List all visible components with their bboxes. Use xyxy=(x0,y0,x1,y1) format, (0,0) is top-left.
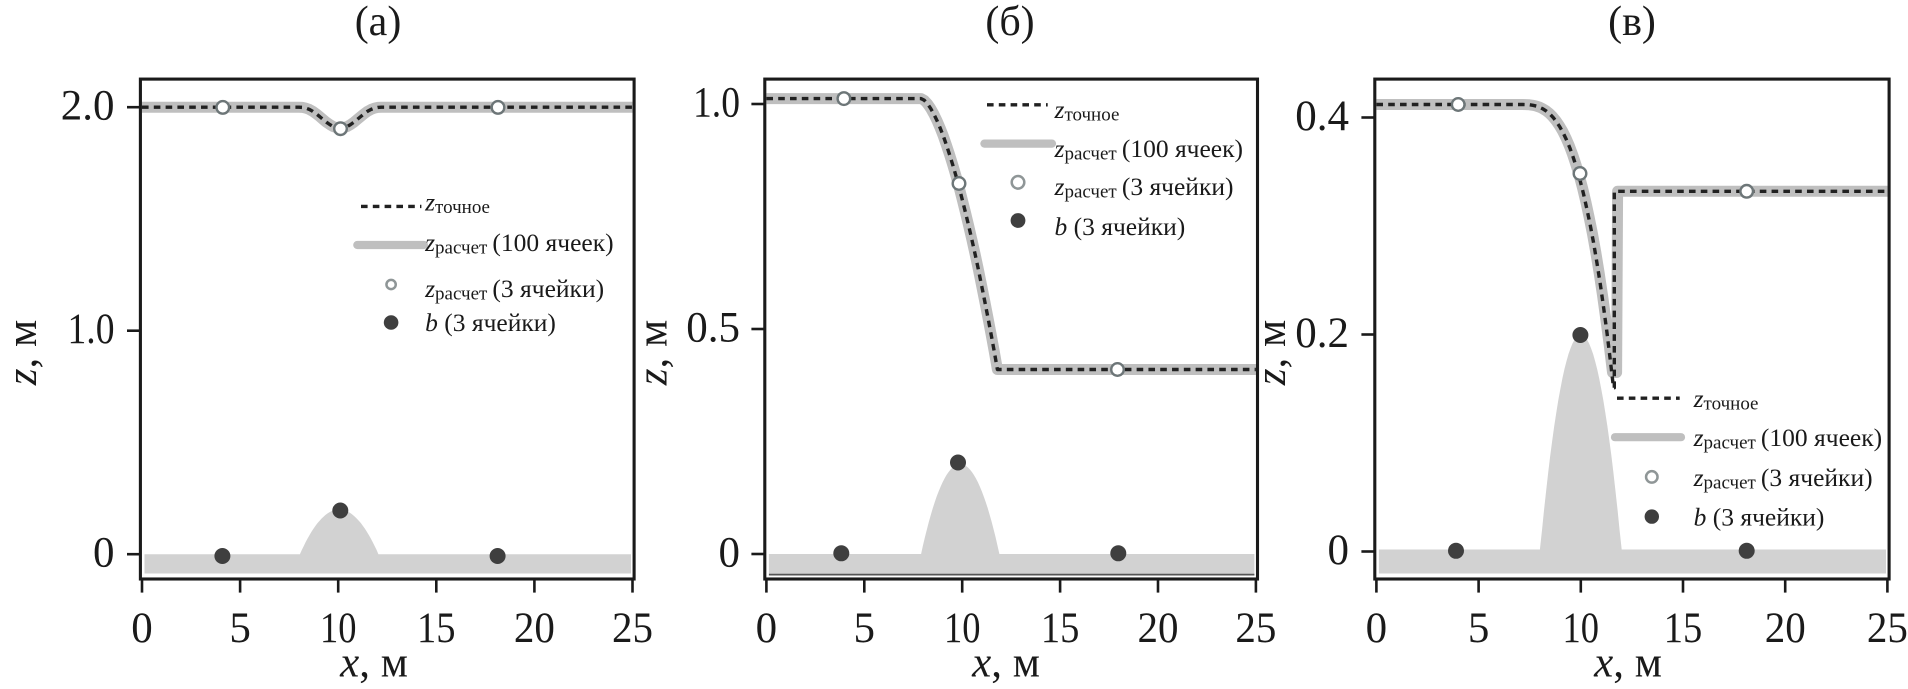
svg-text:z, м: z, м xyxy=(1248,320,1295,386)
svg-text:0.5: 0.5 xyxy=(686,305,740,352)
svg-text:10: 10 xyxy=(1563,605,1600,652)
svg-text:zрасчет (3 ячейки): zрасчет (3 ячейки) xyxy=(424,274,604,305)
svg-text:1.0: 1.0 xyxy=(693,80,740,127)
svg-text:zточное: zточное xyxy=(1054,95,1120,126)
svg-text:10: 10 xyxy=(944,605,981,652)
svg-text:b (3 ячейки): b (3 ячейки) xyxy=(1694,503,1825,532)
svg-text:20: 20 xyxy=(1138,605,1179,652)
svg-text:zточное: zточное xyxy=(1693,384,1759,415)
svg-text:0: 0 xyxy=(719,530,741,577)
svg-text:25: 25 xyxy=(1867,605,1908,652)
svg-text:b (3 ячейки): b (3 ячейки) xyxy=(425,308,556,337)
svg-text:z, м: z, м xyxy=(630,320,677,386)
svg-text:0: 0 xyxy=(1366,605,1388,652)
svg-text:15: 15 xyxy=(1664,605,1703,652)
svg-text:zрасчет (100 ячеек): zрасчет (100 ячеек) xyxy=(1054,134,1244,165)
svg-text:zточное: zточное xyxy=(424,188,490,219)
svg-text:zрасчет (100 ячеек): zрасчет (100 ячеек) xyxy=(424,228,614,259)
svg-text:10: 10 xyxy=(320,605,357,652)
svg-text:25: 25 xyxy=(612,605,653,652)
svg-text:(а): (а) xyxy=(355,0,402,45)
svg-text:20: 20 xyxy=(514,605,555,652)
svg-text:zрасчет (3 ячейки): zрасчет (3 ячейки) xyxy=(1054,172,1234,203)
svg-text:0: 0 xyxy=(1328,527,1350,574)
svg-text:5: 5 xyxy=(229,605,251,652)
svg-text:b (3 ячейки): b (3 ячейки) xyxy=(1055,212,1186,241)
svg-text:x, м: x, м xyxy=(971,640,1040,687)
svg-text:zрасчет (100 ячеек): zрасчет (100 ячеек) xyxy=(1693,423,1883,454)
svg-text:0: 0 xyxy=(93,530,115,577)
svg-text:0.4: 0.4 xyxy=(1295,93,1349,140)
svg-text:1.0: 1.0 xyxy=(68,306,115,353)
svg-text:(б): (б) xyxy=(985,0,1034,45)
svg-text:5: 5 xyxy=(1468,605,1490,652)
svg-text:(в): (в) xyxy=(1608,0,1656,45)
svg-text:0: 0 xyxy=(131,605,153,652)
svg-text:x, м: x, м xyxy=(339,640,408,687)
svg-text:zрасчет (3 ячейки): zрасчет (3 ячейки) xyxy=(1693,463,1873,494)
svg-text:25: 25 xyxy=(1235,605,1276,652)
svg-text:0.2: 0.2 xyxy=(1295,310,1349,357)
svg-text:20: 20 xyxy=(1765,605,1806,652)
svg-text:15: 15 xyxy=(1041,605,1080,652)
svg-text:x, м: x, м xyxy=(1593,640,1662,687)
svg-text:5: 5 xyxy=(854,605,876,652)
svg-text:2.0: 2.0 xyxy=(61,83,115,130)
svg-text:15: 15 xyxy=(417,605,456,652)
svg-text:0: 0 xyxy=(756,605,778,652)
svg-text:z, м: z, м xyxy=(0,320,46,386)
